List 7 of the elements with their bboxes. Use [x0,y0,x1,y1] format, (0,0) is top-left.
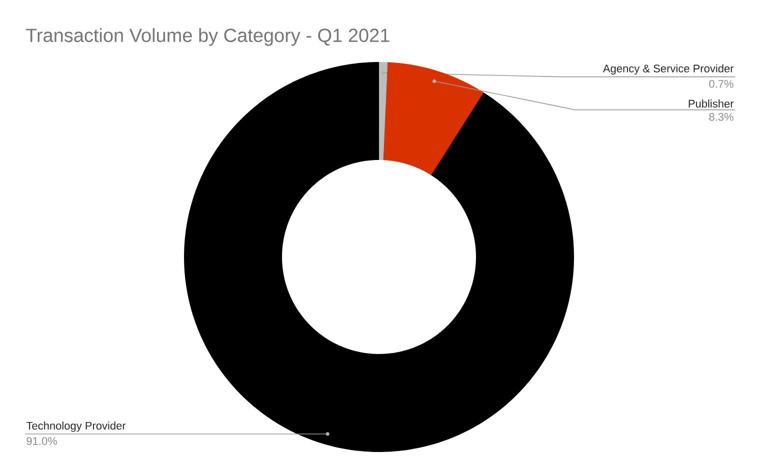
slice-label: Technology Provider [26,422,126,432]
chart-title: Transaction Volume by Category - Q1 2021 [26,28,390,46]
data-label: 8.3% [709,113,734,121]
data-label: 0.7% [709,80,734,88]
slice-label: Publisher [688,100,734,108]
data-label: 91.0% [26,437,57,445]
slice-label: Agency & Service Provider [602,64,734,75]
